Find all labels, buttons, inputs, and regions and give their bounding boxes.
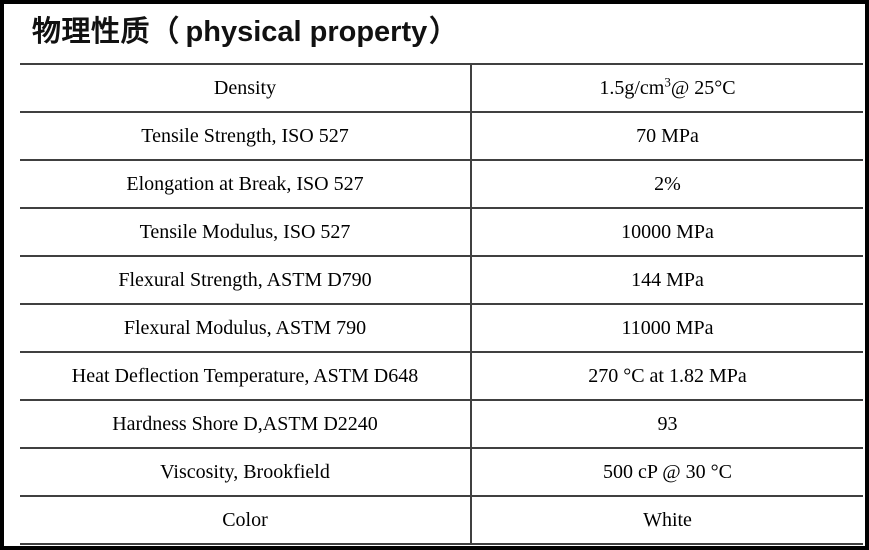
value-text: 11000 MPa (621, 316, 714, 339)
value-text: @ 25°C (670, 76, 736, 99)
physical-property-table: Density 1.5g/cm3@ 25°C Tensile Strength, I… (20, 63, 863, 545)
table-row: Tensile Strength, ISO 527 70 MPa (20, 111, 863, 161)
value-superscript: 3 (664, 73, 671, 89)
value-cell: 11000 MPa (471, 303, 863, 353)
value-cell: 270 °C at 1.82 MPa (471, 351, 863, 401)
value-cell: 500 cP @ 30 °C (471, 447, 863, 497)
property-cell: Color (20, 495, 472, 545)
value-cell: 144 MPa (471, 255, 863, 305)
value-text: 2% (654, 172, 681, 195)
property-cell: Elongation at Break, ISO 527 (20, 159, 472, 209)
table-row: Tensile Modulus, ISO 527 10000 MPa (20, 207, 863, 257)
value-text: 70 MPa (636, 124, 699, 147)
value-cell: 2% (471, 159, 863, 209)
table-row: Viscosity, Brookfield 500 cP @ 30 °C (20, 447, 863, 497)
value-text: 144 MPa (631, 268, 704, 291)
property-cell: Tensile Modulus, ISO 527 (20, 207, 472, 257)
value-text: 10000 MPa (621, 220, 714, 243)
value-cell: 10000 MPa (471, 207, 863, 257)
property-cell: Viscosity, Brookfield (20, 447, 472, 497)
table-row: Heat Deflection Temperature, ASTM D648 27… (20, 351, 863, 401)
property-cell: Tensile Strength, ISO 527 (20, 111, 472, 161)
table-row: Flexural Strength, ASTM D790 144 MPa (20, 255, 863, 305)
table-row: Elongation at Break, ISO 527 2% (20, 159, 863, 209)
table-row: Density 1.5g/cm3@ 25°C (20, 63, 863, 113)
page-title-close-paren: ） (429, 16, 459, 48)
table-row: Hardness Shore D,ASTM D2240 93 (20, 399, 863, 449)
value-cell: White (471, 495, 863, 545)
property-cell: Density (20, 63, 472, 113)
value-text: White (643, 508, 692, 531)
table-row: Flexural Modulus, ASTM 790 11000 MPa (20, 303, 863, 353)
page-title: 物理性质（ physical property） (32, 12, 865, 52)
property-cell: Flexural Strength, ASTM D790 (20, 255, 472, 305)
value-text: 93 (657, 412, 678, 435)
value-text: 1.5g/cm (599, 76, 665, 99)
page-title-chinese: 物理性质（ (32, 16, 180, 48)
value-text: 500 cP @ 30 °C (602, 460, 732, 483)
value-text: 270 °C at 1.82 MPa (588, 364, 747, 387)
value-cell: 93 (471, 399, 863, 449)
value-cell: 1.5g/cm3@ 25°C (471, 63, 863, 113)
value-cell: 70 MPa (471, 111, 863, 161)
property-cell: Flexural Modulus, ASTM 790 (20, 303, 472, 353)
physical-property-table-body: Density 1.5g/cm3@ 25°C Tensile Strength, I… (20, 63, 863, 545)
property-cell: Heat Deflection Temperature, ASTM D648 (20, 351, 472, 401)
property-cell: Hardness Shore D,ASTM D2240 (20, 399, 472, 449)
table-row: Color White (20, 495, 863, 545)
page-title-english: physical property (185, 16, 428, 48)
